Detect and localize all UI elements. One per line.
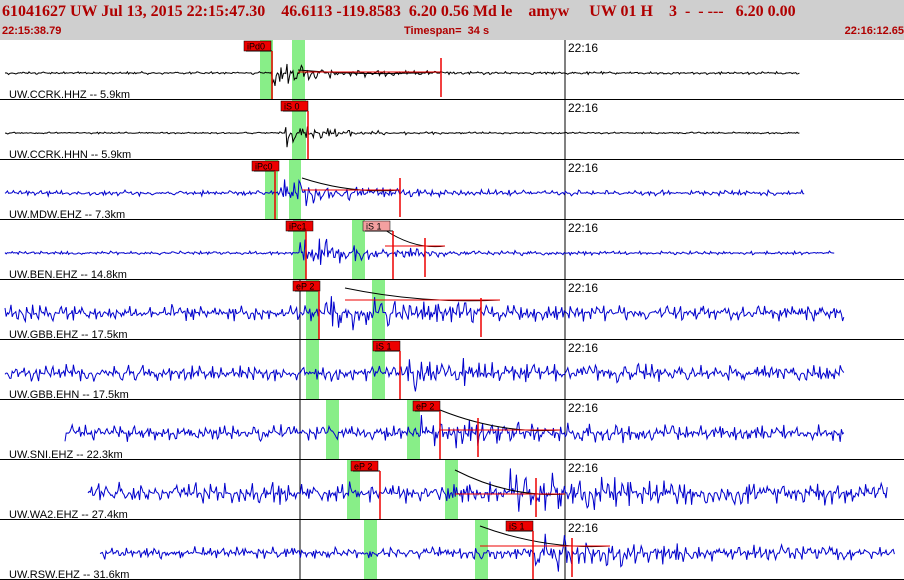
pick-window	[260, 40, 273, 100]
station-label: UW.BEN.EHZ -- 14.8km	[9, 269, 127, 281]
trace-row[interactable]: iS 1 22:16 UW.GBB.EHN -- 17.5km	[0, 340, 904, 401]
trace-row[interactable]: eP 2 22:16 UW.WA2.EHZ -- 27.4km	[0, 460, 904, 521]
pick-window	[475, 520, 488, 580]
pick-label: iS 0	[284, 102, 300, 112]
pick-window	[347, 460, 360, 520]
minute-label: 22:16	[568, 221, 598, 235]
pick-window	[372, 280, 385, 340]
minute-label: 22:16	[568, 401, 598, 415]
trace-row[interactable]: iPc0 22:16 UW.MDW.EHZ -- 7.3km	[0, 160, 904, 221]
pick-label: iS 1	[366, 222, 382, 232]
station-label: UW.WA2.EHZ -- 27.4km	[9, 509, 128, 521]
trace-row[interactable]: iS 1 22:16 UW.RSW.EHZ -- 31.6km	[0, 520, 904, 580]
trace-row[interactable]: eP 2 22:16 UW.GBB.EHZ -- 17.5km	[0, 280, 904, 341]
minute-label: 22:16	[568, 101, 598, 115]
waveform	[4, 296, 845, 331]
waveform	[99, 533, 895, 572]
start-time: 22:15:38.79	[2, 25, 62, 37]
station-label: UW.GBB.EHN -- 17.5km	[9, 389, 129, 401]
waveform	[5, 126, 800, 148]
pick-label: eP 2	[296, 282, 314, 292]
station-label: UW.CCRK.HHN -- 5.9km	[9, 149, 131, 161]
event-header: 61041627 UW Jul 13, 2015 22:15:47.30 46.…	[0, 0, 904, 40]
event-title: 61041627 UW Jul 13, 2015 22:15:47.30 46.…	[2, 3, 796, 20]
waveform	[4, 238, 835, 265]
station-label: UW.GBB.EHZ -- 17.5km	[9, 329, 128, 341]
waveform	[64, 414, 845, 449]
pick-label: iS 1	[376, 342, 392, 352]
minute-label: 22:16	[568, 461, 598, 475]
station-label: UW.SNI.EHZ -- 22.3km	[9, 449, 123, 461]
trace-row[interactable]: iPc1 iS 1 22:16 UW.BEN.EHZ -- 14.8km	[0, 220, 904, 281]
station-label: UW.RSW.EHZ -- 31.6km	[9, 569, 129, 580]
waveform	[87, 468, 888, 512]
minute-label: 22:16	[568, 161, 598, 175]
pick-label: iPc1	[289, 222, 307, 232]
minute-label: 22:16	[568, 521, 598, 535]
pick-label: iPc0	[255, 162, 273, 172]
waveform	[4, 357, 845, 392]
minute-label: 22:16	[568, 341, 598, 355]
end-time: 22:16:12.65	[844, 25, 904, 37]
pick-label: eP 2	[416, 402, 434, 412]
station-label: UW.CCRK.HHZ -- 5.9km	[9, 89, 130, 101]
pick-window	[364, 520, 377, 580]
waveform	[4, 178, 805, 207]
minute-label: 22:16	[568, 281, 598, 295]
pick-label: eP 2	[354, 462, 372, 472]
pick-window	[407, 400, 420, 460]
pick-label: iPd0	[247, 42, 265, 52]
pick-window	[306, 340, 319, 400]
pick-window	[306, 280, 319, 340]
coda-curve	[301, 177, 401, 192]
pick-window	[292, 100, 306, 160]
pick-label: iS 1	[509, 522, 525, 532]
trace-row[interactable]: iS 0 22:16 UW.CCRK.HHN -- 5.9km	[0, 100, 904, 161]
trace-row[interactable]: iPd0 22:16 UW.CCRK.HHZ -- 5.9km	[0, 40, 904, 101]
waveform	[4, 63, 800, 87]
coda-curve	[297, 69, 441, 75]
seismogram-panel[interactable]: iPd0 22:16 UW.CCRK.HHZ -- 5.9km iS 0 22:16 UW…	[0, 40, 904, 580]
timespan-label: Timespan= 34 s	[404, 25, 490, 37]
station-label: UW.MDW.EHZ -- 7.3km	[9, 209, 125, 221]
pick-window	[326, 400, 339, 460]
minute-label: 22:16	[568, 41, 598, 55]
pick-window	[352, 220, 365, 280]
pick-window	[445, 460, 458, 520]
trace-row[interactable]: eP 2 22:16 UW.SNI.EHZ -- 22.3km	[0, 400, 904, 461]
coda-curve	[384, 229, 446, 248]
coda-curve	[344, 287, 501, 302]
